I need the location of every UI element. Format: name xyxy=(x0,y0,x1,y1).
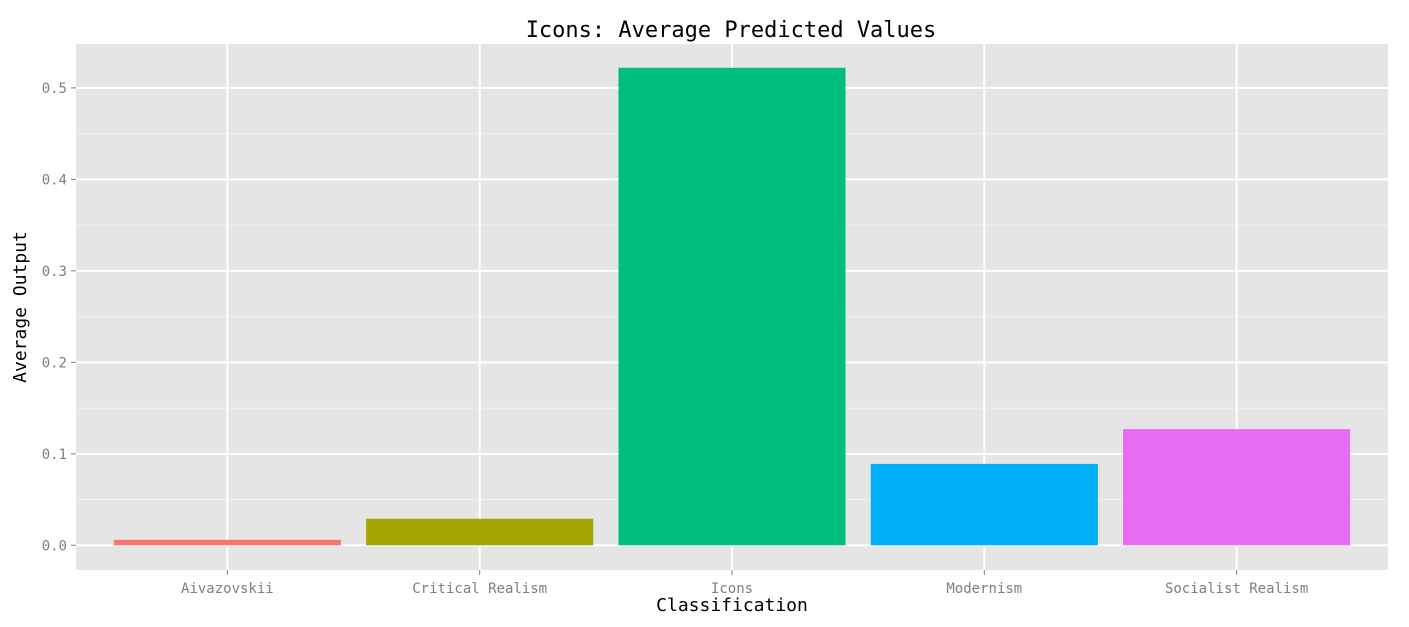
bar-modernism xyxy=(870,463,1098,546)
y-tick-label: 0.4 xyxy=(42,172,67,188)
y-tick-label: 0.3 xyxy=(42,264,67,280)
bar-aivazovskii xyxy=(113,539,341,546)
x-axis: Aivazovskii Critical Realism Icons Modernis… xyxy=(181,570,1308,597)
bar-socialist-realism xyxy=(1123,429,1351,546)
x-tick-label: Socialist Realism xyxy=(1165,581,1308,597)
x-tick-label: Modernism xyxy=(946,581,1022,597)
y-tick-label: 0.2 xyxy=(42,355,67,371)
y-axis-title: Average Output xyxy=(10,231,31,383)
x-tick-label: Icons xyxy=(711,581,753,597)
y-axis: 0.0 0.1 0.2 0.3 0.4 0.5 xyxy=(42,81,76,554)
chart-title: Icons: Average Predicted Values xyxy=(526,18,937,43)
x-tick-label: Aivazovskii xyxy=(181,581,274,597)
y-tick-label: 0.0 xyxy=(42,538,67,554)
bar-critical-realism xyxy=(366,518,594,546)
y-tick-label: 0.5 xyxy=(42,81,67,97)
y-tick-label: 0.1 xyxy=(42,447,67,463)
bar-icons xyxy=(618,67,846,546)
x-tick-label: Critical Realism xyxy=(412,581,547,597)
bars xyxy=(113,67,1351,546)
x-axis-title: Classification xyxy=(656,595,808,616)
